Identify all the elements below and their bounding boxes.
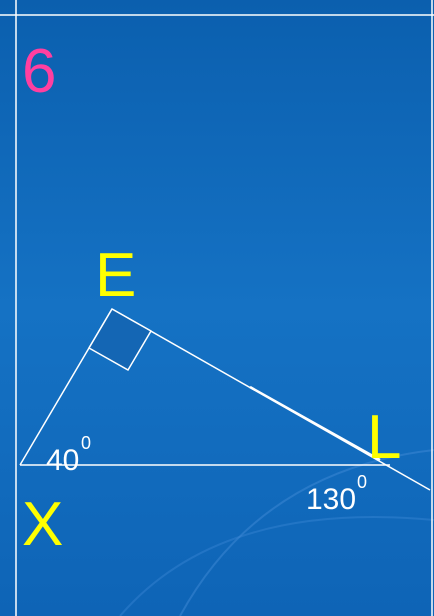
vertex-label: X: [22, 490, 63, 559]
decor-arc: [119, 516, 434, 616]
triangle: [19, 307, 431, 491]
angle-degree: 0: [357, 472, 367, 492]
right-angle-mark: [87, 307, 153, 372]
vertex-label: L: [367, 403, 401, 472]
angle-degree: 0: [81, 433, 91, 453]
angle-label: 130: [306, 483, 356, 516]
slide-number: 6: [22, 37, 56, 106]
side-el-highlight: [249, 385, 381, 462]
angle-label: 40: [46, 444, 79, 477]
vertex-label: E: [95, 241, 136, 310]
decor-arc: [179, 449, 434, 616]
